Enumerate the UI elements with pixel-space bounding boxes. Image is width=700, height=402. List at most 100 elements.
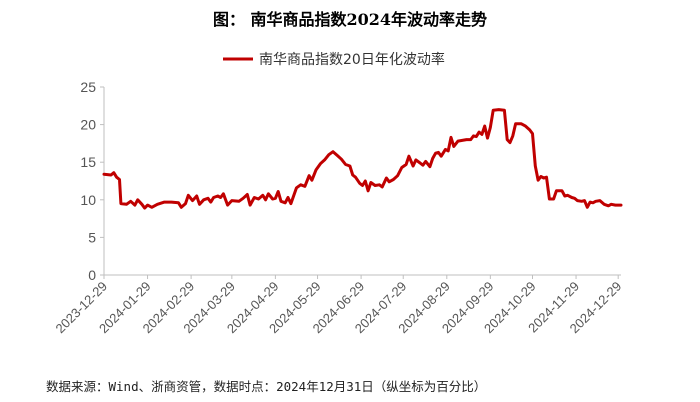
data-point <box>415 159 417 161</box>
y-axis-ticks: 0 5 10 15 20 25 <box>80 79 104 283</box>
data-point <box>367 190 369 192</box>
data-point <box>113 171 115 174</box>
data-point <box>195 195 198 197</box>
data-point <box>573 197 576 200</box>
data-point <box>405 163 407 166</box>
data-point <box>457 140 459 142</box>
data-point <box>187 194 190 197</box>
data-point <box>170 201 173 203</box>
data-point <box>374 184 376 187</box>
data-point <box>542 177 545 179</box>
data-point <box>246 193 249 196</box>
data-point <box>184 202 187 205</box>
y-tick-label: 10 <box>80 192 96 208</box>
data-point <box>163 201 166 203</box>
data-point <box>280 200 282 203</box>
data-point <box>396 174 399 177</box>
data-point <box>475 135 478 138</box>
y-tick-label: 0 <box>88 267 96 283</box>
data-point <box>512 135 514 137</box>
data-point <box>202 199 205 201</box>
data-point <box>146 204 149 206</box>
axes <box>103 87 621 276</box>
data-point <box>461 139 464 142</box>
data-point <box>580 200 583 203</box>
data-point <box>103 173 105 175</box>
data-point <box>483 125 486 127</box>
data-point <box>431 157 434 160</box>
series-line-0 <box>102 108 623 210</box>
data-point <box>561 190 563 192</box>
data-point <box>469 138 472 141</box>
data-point <box>453 145 455 148</box>
y-tick-label: 5 <box>88 229 96 245</box>
data-point <box>358 182 361 185</box>
data-point <box>552 198 555 200</box>
data-point <box>257 198 260 200</box>
data-point <box>492 109 495 112</box>
data-point <box>388 181 391 183</box>
data-point <box>610 203 612 206</box>
data-point <box>207 197 209 200</box>
data-point <box>599 199 601 202</box>
legend-label: 南华商品指数20日年化波动率 <box>259 51 445 68</box>
data-point <box>555 190 558 192</box>
data-point <box>332 150 334 153</box>
chart-title: 图： 南华商品指数2024年波动率走势 <box>212 10 488 29</box>
data-point <box>447 150 450 152</box>
data-point <box>566 194 569 197</box>
data-point <box>370 181 372 184</box>
data-point <box>156 203 159 206</box>
data-point <box>177 202 180 204</box>
y-tick-label: 15 <box>80 154 96 170</box>
data-point <box>191 199 194 202</box>
data-point <box>514 123 517 125</box>
data-point <box>315 168 317 171</box>
data-point <box>564 195 566 197</box>
data-point <box>524 125 527 127</box>
data-point <box>528 129 531 131</box>
data-point <box>129 200 132 203</box>
data-point <box>134 204 136 206</box>
data-point <box>422 164 424 166</box>
data-point <box>381 186 384 188</box>
data-point <box>571 196 573 199</box>
data-point <box>401 166 403 169</box>
data-point <box>620 204 622 206</box>
data-point <box>151 206 153 209</box>
data-point <box>351 174 354 176</box>
data-point <box>344 163 347 166</box>
data-point <box>299 184 302 186</box>
data-point <box>540 175 542 178</box>
data-point <box>110 174 112 176</box>
data-point <box>385 177 388 179</box>
source-note: 数据来源：Wind、浙商资管，数据时点：2024年12月31日（纵坐标为百分比） <box>46 379 487 394</box>
data-point <box>378 184 381 186</box>
data-point <box>253 196 256 199</box>
data-point <box>607 205 610 207</box>
data-point <box>408 155 410 157</box>
data-point <box>238 200 240 203</box>
y-tick-label: 25 <box>80 79 96 95</box>
data-point <box>545 176 548 178</box>
data-point <box>478 131 480 133</box>
data-point <box>125 203 128 206</box>
data-point <box>603 203 605 206</box>
data-point <box>284 202 287 204</box>
data-point <box>489 126 492 129</box>
data-point <box>412 165 414 167</box>
data-point <box>226 204 229 206</box>
data-point <box>434 152 437 154</box>
data-point <box>115 176 118 178</box>
data-point <box>440 155 443 157</box>
data-point <box>210 201 212 203</box>
data-point <box>614 204 617 206</box>
data-point <box>311 179 313 181</box>
data-point <box>465 138 468 141</box>
data-point <box>222 193 225 195</box>
data-point <box>219 196 222 199</box>
data-point <box>349 165 351 167</box>
data-point <box>295 187 298 189</box>
data-point <box>503 109 506 112</box>
